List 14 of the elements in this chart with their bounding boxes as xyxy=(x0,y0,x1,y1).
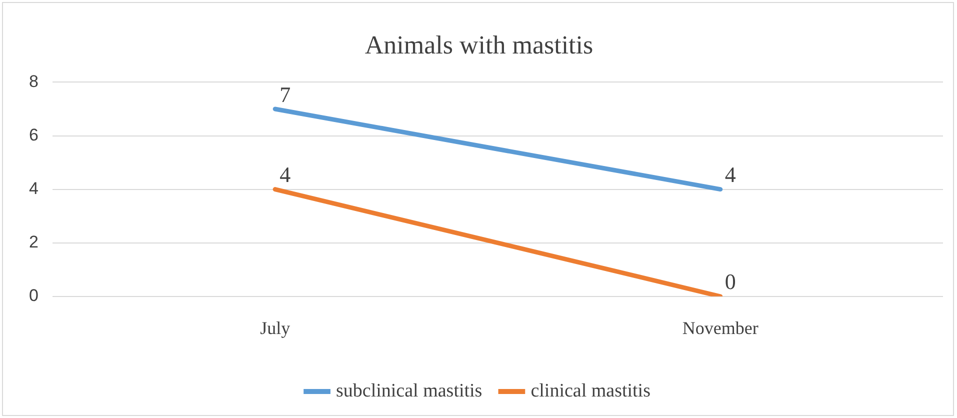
legend-label: subclinical mastitis xyxy=(336,380,482,402)
x-tick-label: July xyxy=(260,318,290,338)
y-tick-label: 4 xyxy=(28,178,38,198)
chart-title: Animals with mastitis xyxy=(364,30,594,60)
x-tick-label: November xyxy=(682,318,758,338)
legend-label: clinical mastitis xyxy=(530,380,650,402)
data-label: 4 xyxy=(724,162,736,188)
data-label: 4 xyxy=(280,162,291,188)
y-tick-label: 2 xyxy=(28,232,38,252)
y-tick-label: 6 xyxy=(28,125,38,144)
y-tick-label: 8 xyxy=(28,72,38,91)
data-label: 7 xyxy=(280,82,291,107)
data-label: 0 xyxy=(724,269,736,294)
y-tick-label: 0 xyxy=(28,286,38,306)
